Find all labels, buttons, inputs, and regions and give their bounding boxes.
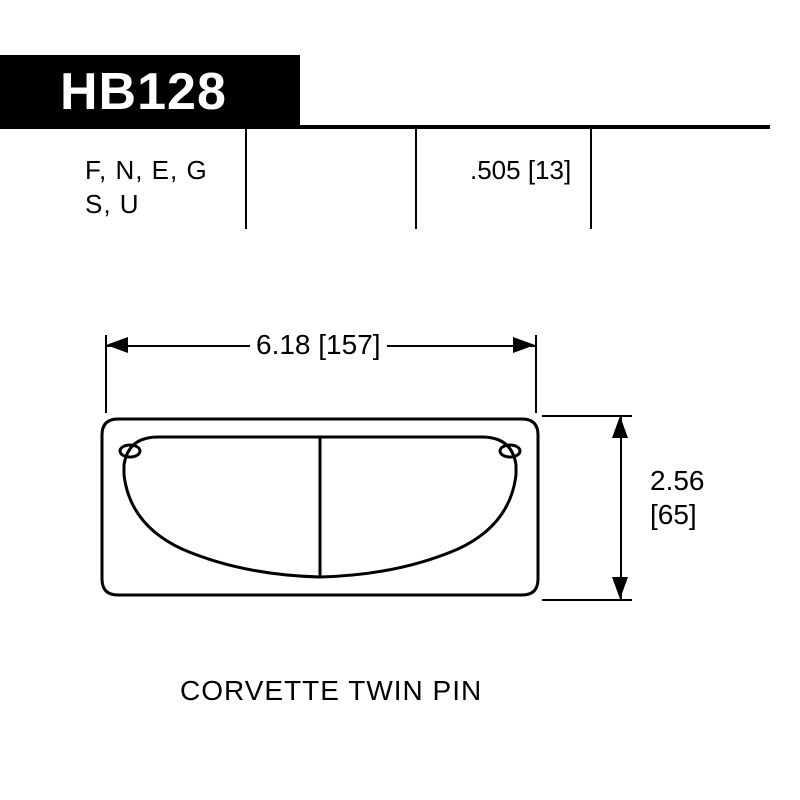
compounds-line1: F, N, E, G: [85, 155, 208, 186]
width-extension-right: [535, 335, 537, 413]
header-tick: [415, 129, 417, 229]
part-number: HB128: [60, 62, 227, 122]
height-arrow-down-icon: [612, 577, 628, 599]
thickness-label: .505 [13]: [470, 155, 571, 186]
part-number-bar: HB128: [0, 55, 300, 129]
header-tick: [245, 129, 247, 229]
width-arrow-left-icon: [106, 337, 128, 353]
header-tick: [590, 129, 592, 229]
width-label: 6.18 [157]: [250, 329, 387, 361]
brake-pad-drawing: [98, 415, 542, 599]
width-arrow-right-icon: [513, 337, 535, 353]
pad-caption: CORVETTE TWIN PIN: [180, 675, 482, 707]
height-dim-line: [620, 415, 622, 599]
pad-svg: [98, 415, 542, 599]
header-rule: [300, 125, 770, 129]
diagram-page: HB128 F, N, E, G S, U .505 [13] 6.18 [15…: [60, 55, 740, 745]
compounds-line2: S, U: [85, 189, 140, 220]
height-arrow-up-icon: [612, 416, 628, 438]
height-label-line2: [65]: [650, 499, 697, 531]
height-label-line1: 2.56: [650, 465, 705, 497]
height-extension-bottom: [542, 599, 632, 601]
